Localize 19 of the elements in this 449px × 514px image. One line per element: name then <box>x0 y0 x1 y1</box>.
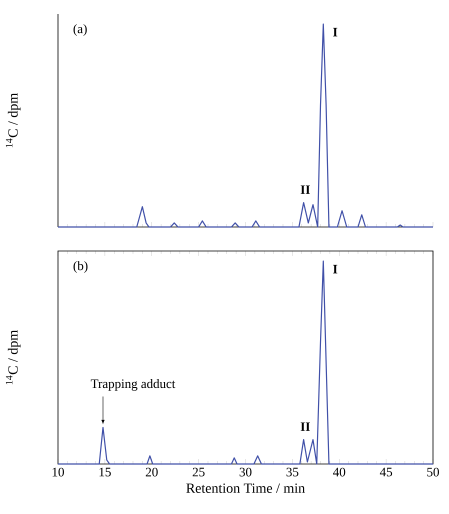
x-tick-label: 25 <box>192 468 205 476</box>
annotation: I <box>333 264 338 274</box>
annotation: II <box>300 422 310 431</box>
x-tick-label: 45 <box>380 468 392 476</box>
annotation: Trapping adduct <box>90 378 176 391</box>
annotation: I <box>333 28 338 36</box>
x-tick-label: 50 <box>427 468 439 476</box>
y-axis-title: $^{14}$C / dpm <box>6 330 21 384</box>
chart-title: (a) <box>74 24 87 36</box>
x-tick-label: 15 <box>100 468 111 476</box>
x-tick-label: 35 <box>286 468 298 476</box>
annotation: II <box>300 185 310 194</box>
x-tick-label: 20 <box>146 468 158 476</box>
chart-title: (b) <box>74 261 88 273</box>
x-tick-label: 40 <box>333 468 346 476</box>
y-axis-title: $^{14}$C / dpm <box>6 93 21 148</box>
x-tick-label: 10 <box>52 468 64 476</box>
x-tick-label: 30 <box>240 468 252 476</box>
x-axis-title: Retention Time / min <box>186 483 305 493</box>
